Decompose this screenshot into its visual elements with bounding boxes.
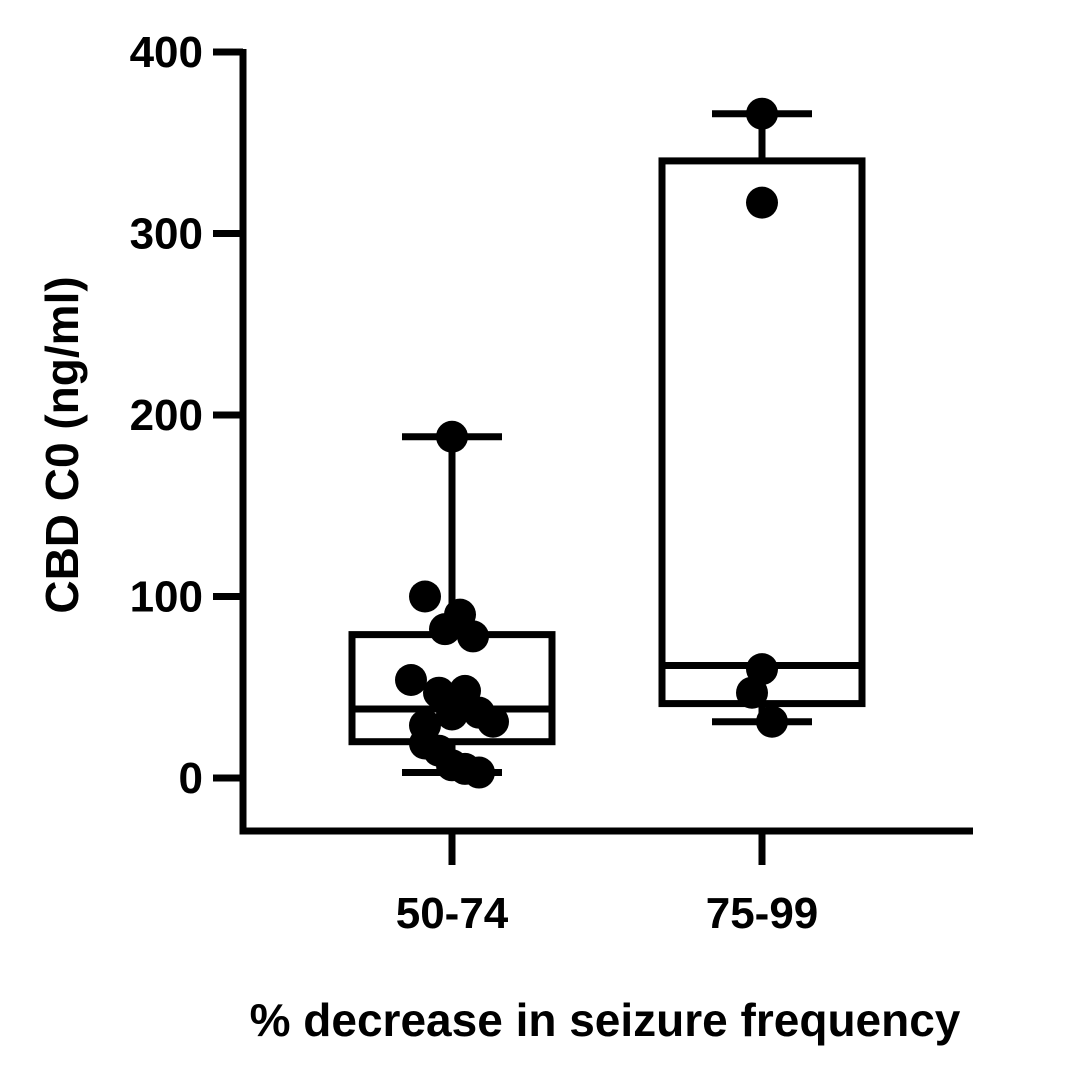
data-point xyxy=(477,705,509,738)
y-tick-label-200: 200 xyxy=(130,391,203,440)
data-point xyxy=(457,620,489,653)
data-point xyxy=(746,186,778,219)
points-75-99 xyxy=(736,97,788,738)
data-point xyxy=(756,705,788,738)
x-tick-label-50-74: 50-74 xyxy=(396,889,509,938)
box-iqr xyxy=(658,157,866,708)
data-point xyxy=(736,676,768,709)
y-axis-title: CBD C0 (ng/ml) xyxy=(36,276,88,613)
box-groups xyxy=(348,110,866,777)
data-point xyxy=(409,580,441,613)
y-tick-label-0: 0 xyxy=(179,754,203,803)
data-point xyxy=(395,663,427,696)
y-tick-label-100: 100 xyxy=(130,573,203,622)
data-point xyxy=(463,756,495,789)
data-point xyxy=(746,97,778,130)
x-tick-label-75-99: 75-99 xyxy=(706,889,819,938)
data-point xyxy=(429,613,461,646)
data-point xyxy=(436,698,468,731)
y-tick-label-300: 300 xyxy=(130,210,203,259)
x-axis-title: % decrease in seizure frequency xyxy=(250,994,961,1046)
axes: 0 100 200 300 400 50-74 75-99 xyxy=(130,28,973,938)
y-tick-label-400: 400 xyxy=(130,28,203,77)
points-50-74 xyxy=(395,420,509,789)
data-points xyxy=(395,97,788,789)
data-point xyxy=(436,420,468,453)
